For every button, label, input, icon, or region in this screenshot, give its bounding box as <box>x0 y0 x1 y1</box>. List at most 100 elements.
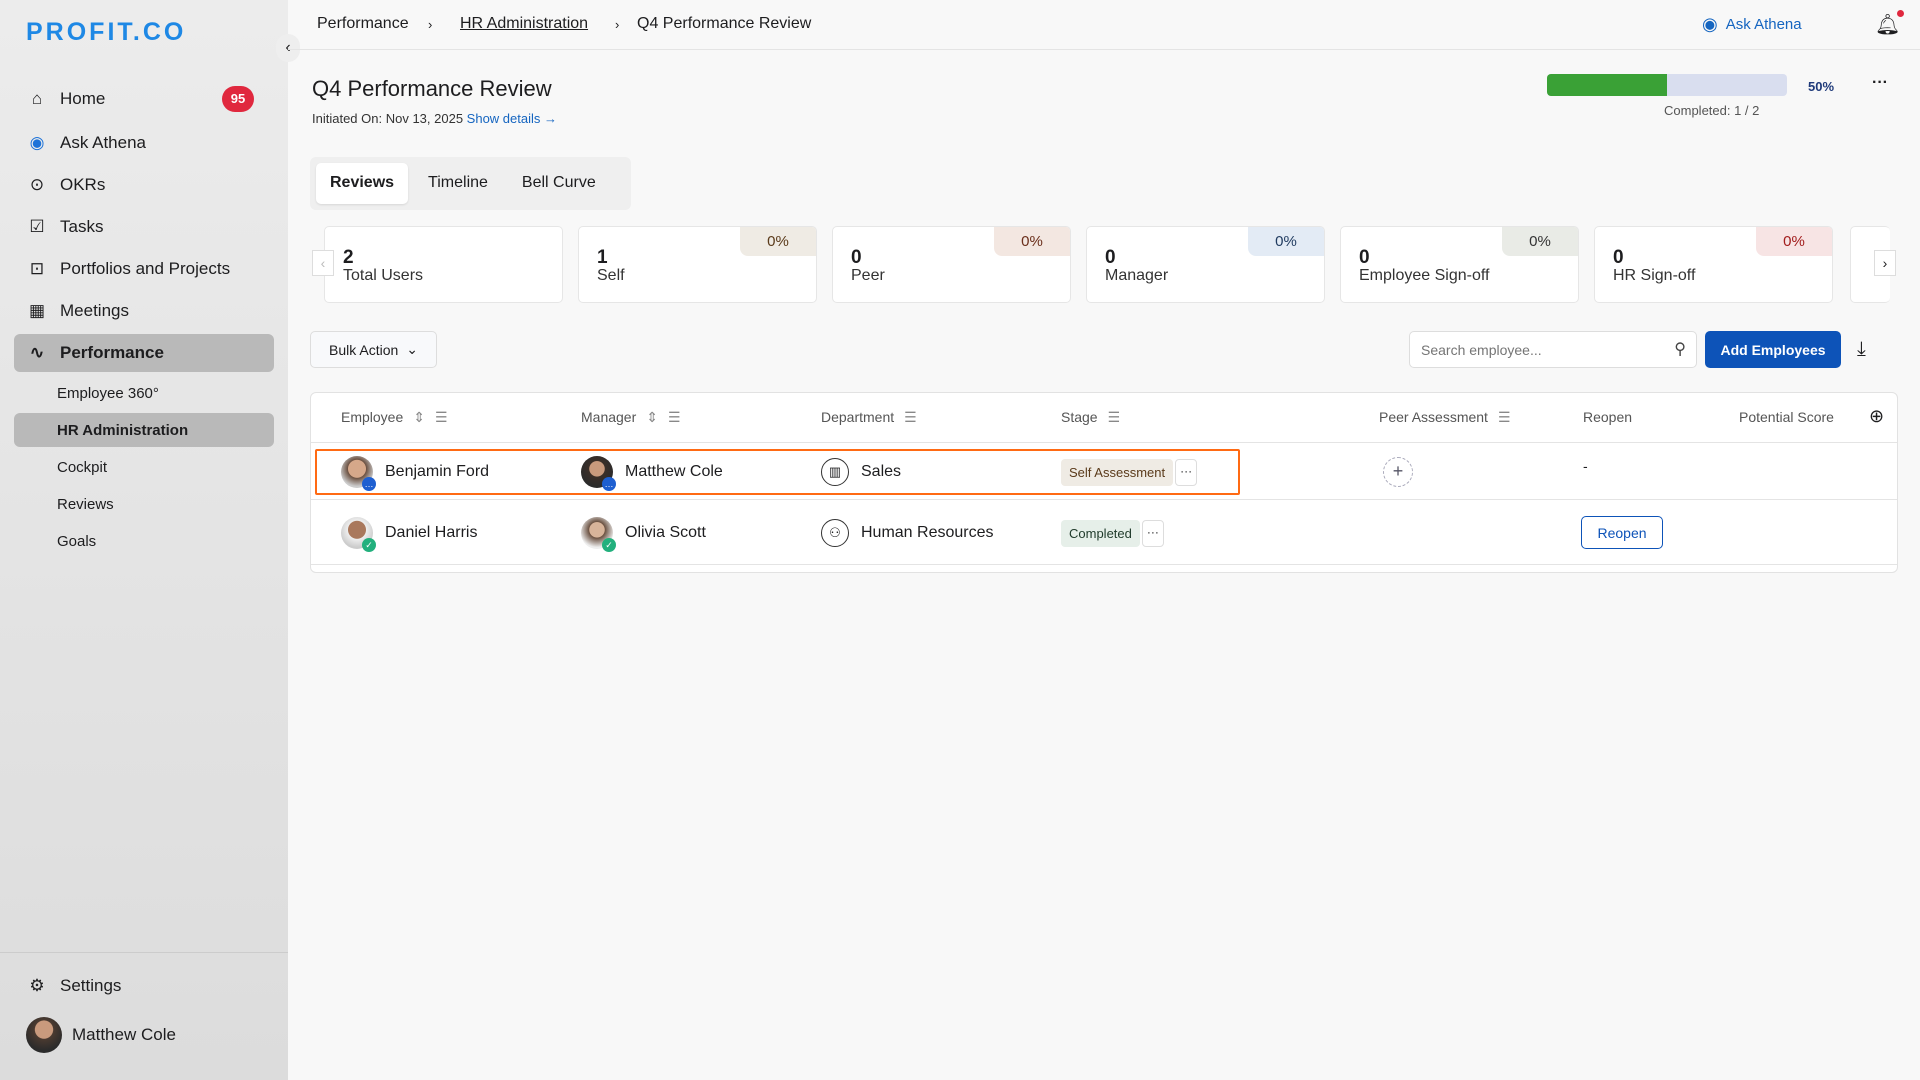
card-label: Total Users <box>343 267 424 284</box>
sort-icon[interactable]: ⇕ <box>646 409 658 425</box>
chart-line-icon: ∿ <box>29 343 45 362</box>
label: Employee <box>341 409 404 425</box>
bell-icon[interactable]: 🔔︎ <box>1875 10 1905 37</box>
sidebar-item-settings[interactable]: ⚙ Settings <box>14 967 274 1005</box>
filter-icon[interactable]: ☰ <box>1497 409 1511 425</box>
tab-reviews[interactable]: Reviews <box>316 163 409 204</box>
sidebar-subitem-hr-administration[interactable]: HR Administration <box>14 413 274 447</box>
tab-timeline[interactable]: Timeline <box>428 174 488 191</box>
download-icon[interactable]: ⤓ <box>1857 338 1866 360</box>
add-peer-button[interactable]: + <box>1383 457 1413 487</box>
sidebar-item-tasks[interactable]: ☑ Tasks <box>14 208 274 246</box>
breadcrumb-hr-administration[interactable]: HR Administration <box>460 15 589 32</box>
sidebar-item-portfolios[interactable]: ⊡ Portfolios and Projects <box>14 250 274 288</box>
filter-icon[interactable]: ☰ <box>668 409 681 425</box>
status-in-progress-icon: … <box>602 477 616 491</box>
briefcase-icon: ⊡ <box>29 259 45 278</box>
column-header-employee[interactable]: Employee ⇕ ☰ <box>341 393 448 442</box>
home-icon: ⌂ <box>31 89 43 108</box>
stage-badge: Completed <box>1061 519 1140 547</box>
cards-prev-button[interactable]: ‹ <box>312 250 334 276</box>
search-employee[interactable]: ⚲ <box>1409 331 1697 368</box>
user-profile[interactable]: Matthew Cole <box>26 1017 176 1053</box>
sidebar-item-ask-athena[interactable]: ◉ Ask Athena <box>14 124 274 162</box>
summary-card[interactable]: 0 HR Sign-off 0% <box>1594 226 1833 303</box>
avatar: ✓ <box>341 517 376 552</box>
sidebar-subitem-cockpit[interactable]: Cockpit <box>57 458 108 476</box>
card-count: 2 <box>343 247 354 268</box>
sidebar-item-home[interactable]: ⌂ Home 95 <box>14 80 274 118</box>
avatar <box>26 1017 62 1053</box>
employees-table: Employee ⇕ ☰ Manager ⇕ ☰ Department ☰ Stage ☰ … <box>310 392 1898 573</box>
logo: PROFIT.CO <box>26 18 187 46</box>
reopen-button[interactable]: Reopen <box>1581 516 1663 549</box>
divider <box>311 499 1897 500</box>
sidebar-item-meetings[interactable]: ▦ Meetings <box>14 292 274 330</box>
column-header-peer-assessment[interactable]: Peer Assessment ☰ <box>1379 393 1511 442</box>
breadcrumb-separator: › <box>615 17 620 32</box>
sidebar-item-okrs[interactable]: ⊙ OKRs <box>14 166 274 204</box>
sidebar-subitem-reviews[interactable]: Reviews <box>57 495 114 513</box>
stage-more-button[interactable]: ··· <box>1175 458 1198 486</box>
label: Performance <box>60 343 164 362</box>
card-percent: 0% <box>1248 227 1324 256</box>
label: Portfolios and Projects <box>60 259 231 278</box>
tab-bell-curve[interactable]: Bell Curve <box>521 174 596 191</box>
manager-cell[interactable]: … Matthew Cole <box>581 456 723 491</box>
card-count: 0 <box>1613 247 1624 268</box>
more-options-icon[interactable]: ··· <box>1872 74 1888 91</box>
summary-card[interactable]: 0 Manager 0% <box>1086 226 1325 303</box>
gear-icon: ⚙ <box>29 976 45 995</box>
add-column-icon[interactable]: ⊕ <box>1869 406 1885 426</box>
avatar: ✓ <box>581 517 616 552</box>
avatar: … <box>341 456 376 491</box>
filter-icon[interactable]: ☰ <box>1107 409 1121 425</box>
summary-card[interactable]: 2 Total Users <box>324 226 563 303</box>
summary-card[interactable]: 1 Self 0% <box>578 226 817 303</box>
collapse-sidebar-button[interactable]: ‹ <box>276 34 300 62</box>
department-cell: ⚇ Human Resources <box>821 519 994 547</box>
column-header-manager[interactable]: Manager ⇕ ☰ <box>581 393 681 442</box>
sort-icon[interactable]: ⇕ <box>413 409 425 425</box>
label: Tasks <box>60 217 104 236</box>
column-header-department[interactable]: Department ☰ <box>821 393 917 442</box>
search-icon: ⚲ <box>1674 341 1686 358</box>
employee-cell[interactable]: … Benjamin Ford <box>341 456 489 491</box>
summary-card[interactable]: 0 Peer 0% <box>832 226 1071 303</box>
summary-card[interactable]: 0 Employee Sign-off 0% <box>1340 226 1579 303</box>
building-icon: ▥ <box>821 458 849 486</box>
stage-cell: Completed ··· <box>1061 519 1164 547</box>
ask-athena-button[interactable]: ◉ Ask Athena <box>1702 14 1802 35</box>
filter-icon[interactable]: ☰ <box>435 409 448 425</box>
avatar: … <box>581 456 616 491</box>
label: Ask Athena <box>1725 16 1802 33</box>
card-percent: 0% <box>1502 227 1578 256</box>
sidebar-subitem-employee-360[interactable]: Employee 360° <box>57 384 159 402</box>
label: Department <box>821 409 895 425</box>
people-icon: ⚇ <box>821 519 849 547</box>
search-input[interactable] <box>1410 332 1650 367</box>
sidebar-item-performance[interactable]: ∿ Performance <box>14 334 274 372</box>
bulk-action-dropdown[interactable]: Bulk Action ⌄ <box>310 331 437 368</box>
employee-cell[interactable]: ✓ Daniel Harris <box>341 517 477 552</box>
sidebar-subitem-goals[interactable]: Goals <box>57 532 97 550</box>
manager-cell[interactable]: ✓ Olivia Scott <box>581 517 706 552</box>
add-employees-button[interactable]: Add Employees <box>1705 331 1841 368</box>
status-in-progress-icon: … <box>362 477 376 491</box>
stage-more-button[interactable]: ··· <box>1141 519 1164 547</box>
filter-icon[interactable]: ☰ <box>904 409 917 425</box>
cards-next-button[interactable]: › <box>1874 250 1896 276</box>
calendar-icon: ▦ <box>28 301 46 320</box>
column-header-potential-score: Potential Score <box>1739 409 1834 425</box>
target-icon: ⊙ <box>29 175 45 194</box>
notification-dot <box>1897 10 1905 17</box>
breadcrumb-performance[interactable]: Performance <box>317 15 409 32</box>
label: Bulk Action <box>329 341 399 358</box>
athena-icon: ◉ <box>29 133 45 152</box>
topbar: Performance › HR Administration › Q4 Per… <box>288 0 1920 50</box>
divider <box>0 952 288 953</box>
highlight-outline <box>315 449 1240 495</box>
column-header-stage[interactable]: Stage ☰ <box>1061 393 1120 442</box>
page-title: Q4 Performance Review <box>312 76 552 101</box>
show-details-link[interactable]: Show details → <box>466 111 557 126</box>
